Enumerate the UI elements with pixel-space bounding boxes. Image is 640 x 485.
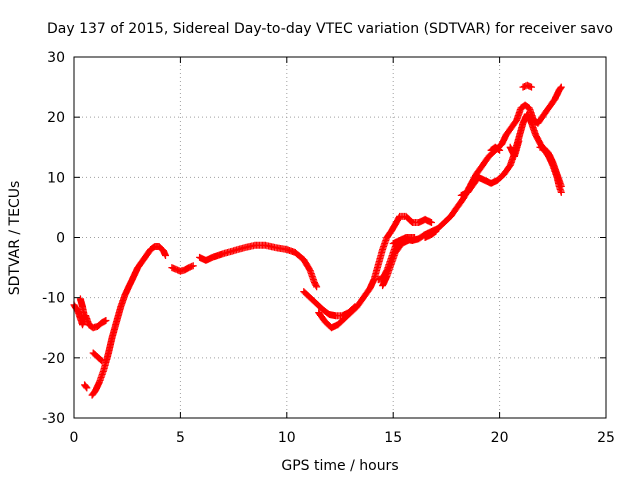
data-point-cluster <box>315 212 435 332</box>
data-point-cluster <box>379 237 412 290</box>
x-tick-label: 5 <box>176 430 185 446</box>
label-layer: 0 5 10 15 20 25 -30 -20 -10 0 10 20 30 <box>42 50 615 446</box>
data-point-cluster <box>519 81 535 91</box>
y-tick-label: -20 <box>42 351 65 367</box>
x-tick-label: 20 <box>491 430 509 446</box>
data-point-cluster <box>487 143 504 154</box>
data-layer <box>70 81 565 399</box>
y-tick-label: 30 <box>47 50 65 66</box>
grid-layer <box>74 57 606 418</box>
data-point-cluster <box>506 137 523 160</box>
x-tick-label: 25 <box>597 430 615 446</box>
y-axis-title: SDTVAR / TECUs <box>7 181 23 296</box>
data-point-cluster <box>81 381 91 392</box>
x-tick-label: 0 <box>70 430 79 446</box>
tick-layer <box>73 56 607 419</box>
y-tick-label: -10 <box>42 291 65 307</box>
y-tick-label: 10 <box>47 170 65 186</box>
x-tick-label: 15 <box>384 430 402 446</box>
data-point-cluster <box>76 295 89 321</box>
data-point-cluster <box>88 243 169 399</box>
x-tick-label: 10 <box>278 430 296 446</box>
data-point-cluster <box>389 234 418 247</box>
y-tick-label: 20 <box>47 110 65 126</box>
y-tick-label: 0 <box>56 231 65 247</box>
data-point-cluster <box>168 262 197 275</box>
x-axis-title: GPS time / hours <box>281 458 398 474</box>
y-tick-label: -30 <box>42 411 65 427</box>
data-point-cluster <box>536 143 565 190</box>
data-point-cluster <box>89 349 106 365</box>
series-sdtvar <box>70 81 565 399</box>
chart-title: Day 137 of 2015, Sidereal Day-to-day VTE… <box>47 21 613 37</box>
data-point-cluster <box>196 241 321 291</box>
data-point-cluster <box>421 228 440 241</box>
